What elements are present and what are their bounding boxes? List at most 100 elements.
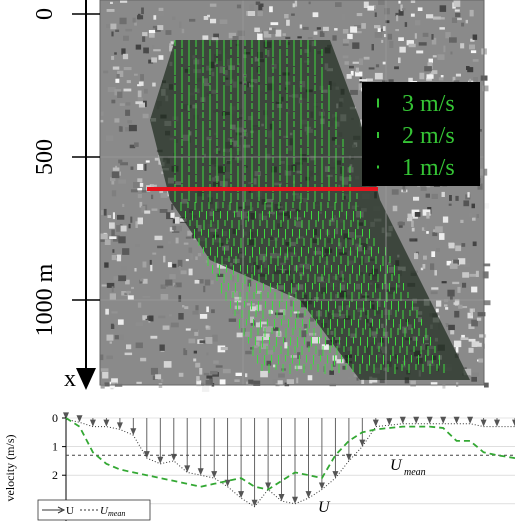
texture-speck — [161, 379, 164, 383]
texture-speck — [301, 330, 307, 338]
texture-speck — [111, 229, 115, 237]
texture-speck — [101, 284, 110, 287]
texture-speck — [236, 4, 242, 9]
texture-speck — [278, 373, 285, 378]
texture-speck — [112, 249, 115, 253]
texture-speck — [234, 379, 240, 382]
texture-speck — [106, 135, 114, 142]
bottom-legend: U U mean — [37, 499, 151, 521]
texture-speck — [446, 260, 452, 266]
texture-speck — [425, 185, 431, 188]
texture-speck — [172, 16, 176, 20]
texture-speck — [377, 28, 385, 32]
texture-speck — [199, 314, 208, 319]
texture-speck — [169, 274, 176, 280]
texture-speck — [326, 340, 333, 346]
texture-speck — [207, 14, 210, 18]
texture-speck — [307, 375, 313, 381]
texture-speck — [404, 22, 408, 27]
velocity-arrowhead — [332, 471, 339, 479]
texture-speck — [134, 22, 137, 26]
texture-speck — [250, 347, 254, 350]
texture-speck — [123, 88, 132, 92]
texture-speck — [285, 36, 291, 40]
texture-speck — [200, 269, 207, 274]
texture-speck — [433, 229, 437, 233]
texture-speck — [174, 284, 177, 288]
annotation-umean-sub: mean — [404, 467, 426, 478]
texture-speck — [172, 263, 177, 268]
texture-speck — [101, 2, 105, 6]
texture-speck — [178, 372, 184, 377]
texture-speck — [457, 286, 461, 293]
texture-speck — [318, 349, 323, 356]
texture-speck — [153, 49, 161, 52]
texture-speck — [374, 25, 381, 29]
texture-speck — [445, 323, 449, 327]
texture-speck — [139, 279, 143, 284]
texture-speck — [451, 38, 456, 43]
texture-speck — [442, 384, 446, 389]
texture-speck — [450, 295, 453, 301]
texture-speck — [266, 350, 274, 355]
velocity-arrowhead — [426, 416, 433, 424]
texture-speck — [148, 30, 156, 34]
texture-speck — [160, 193, 168, 198]
texture-speck — [462, 272, 470, 278]
texture-speck — [425, 193, 430, 198]
texture-speck — [307, 37, 313, 40]
texture-speck — [120, 162, 128, 166]
texture-speck — [424, 66, 432, 72]
texture-speck — [205, 325, 209, 329]
texture-speck — [134, 142, 139, 147]
velocity-arrowhead — [467, 416, 474, 424]
texture-speck — [294, 0, 298, 7]
texture-speck — [431, 287, 439, 290]
texture-speck — [443, 299, 449, 303]
texture-speck — [120, 225, 127, 232]
texture-speck — [174, 225, 182, 232]
texture-speck — [175, 237, 179, 244]
texture-speck — [138, 81, 144, 86]
texture-speck — [158, 155, 161, 161]
texture-speck — [109, 222, 115, 229]
series-u-line — [65, 418, 515, 508]
texture-speck — [451, 17, 458, 23]
texture-speck — [463, 200, 470, 207]
texture-speck — [135, 44, 142, 50]
texture-speck — [462, 237, 467, 242]
texture-speck — [342, 29, 349, 34]
texture-speck — [356, 13, 363, 17]
texture-speck — [341, 13, 346, 21]
texture-speck — [471, 286, 478, 293]
texture-speck — [210, 18, 217, 24]
texture-speck — [382, 26, 386, 32]
texture-speck — [194, 279, 200, 284]
texture-speck — [106, 355, 113, 360]
texture-speck — [255, 290, 262, 294]
texture-speck — [196, 380, 202, 387]
texture-speck — [303, 324, 308, 329]
texture-speck — [296, 377, 299, 384]
texture-speck — [150, 184, 157, 187]
texture-speck — [250, 316, 255, 323]
texture-speck — [461, 334, 465, 338]
texture-speck — [384, 8, 390, 15]
texture-speck — [134, 73, 138, 76]
texture-speck — [135, 221, 138, 228]
velocity-arrowhead — [372, 419, 379, 427]
texture-speck — [166, 212, 174, 220]
texture-speck — [150, 335, 158, 339]
texture-speck — [379, 379, 385, 384]
texture-speck — [157, 245, 164, 249]
texture-speck — [439, 27, 445, 30]
texture-speck — [431, 70, 438, 75]
texture-speck — [332, 35, 337, 41]
texture-speck — [417, 7, 423, 11]
texture-speck — [116, 334, 124, 340]
texture-speck — [374, 12, 377, 17]
texture-speck — [149, 33, 155, 38]
texture-speck — [398, 0, 401, 4]
texture-speck — [265, 326, 273, 333]
texture-speck — [467, 192, 470, 198]
